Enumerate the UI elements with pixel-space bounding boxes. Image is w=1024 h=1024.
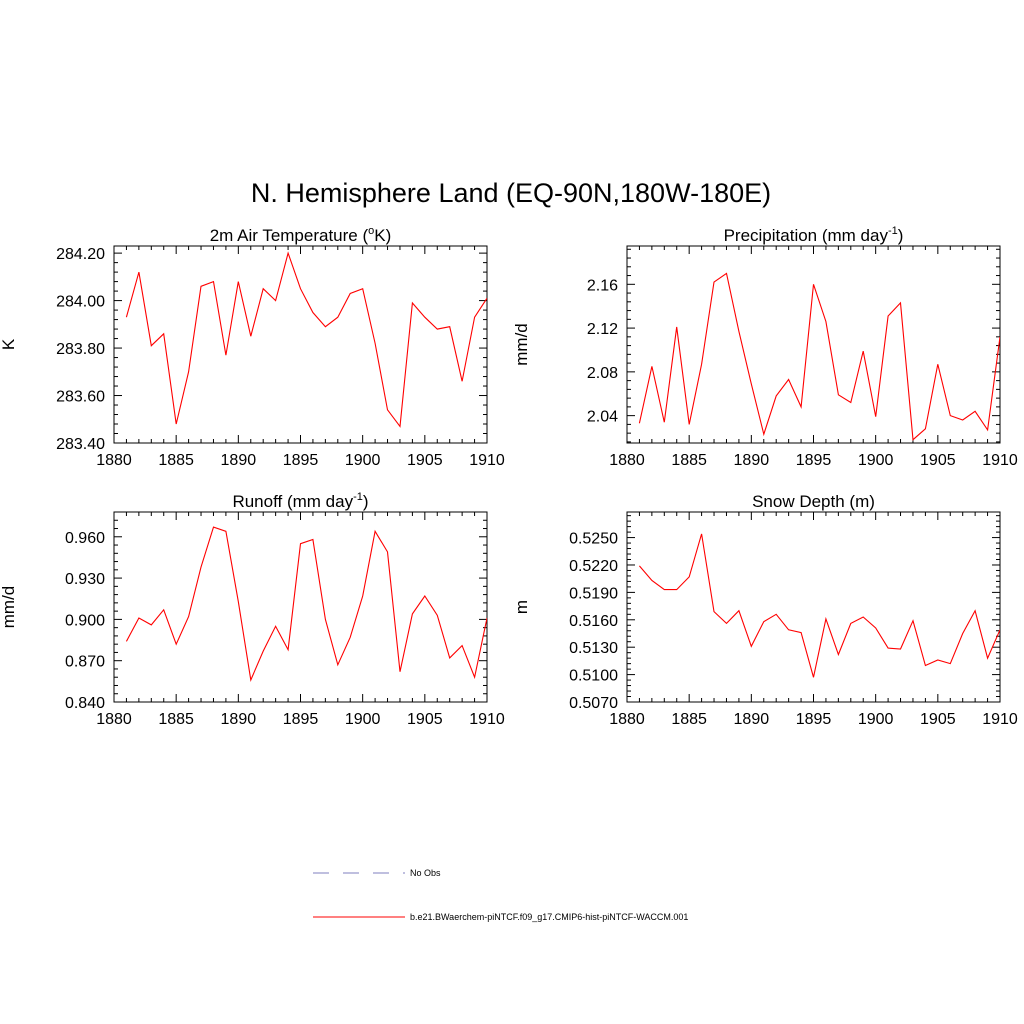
series-line <box>638 272 1000 441</box>
x-tick-label: 1890 <box>734 711 770 728</box>
y-tick-label: 0.5070 <box>569 695 618 712</box>
plot-frame <box>626 511 1001 703</box>
y-tick-label: 0.5190 <box>569 585 618 602</box>
y-tick-label: 0.840 <box>65 695 105 712</box>
y-axis-label: mm/d <box>0 586 18 629</box>
x-tick-label: 1905 <box>920 711 956 728</box>
panels: 2m Air Temperature (oK) K 1880 1885 1890 1895… <box>0 225 1018 728</box>
x-tick-label: 1895 <box>283 452 319 469</box>
y-tick-label: 0.5130 <box>569 640 618 657</box>
x-tick-label: 1885 <box>158 452 194 469</box>
x-tick-label: 1910 <box>469 711 505 728</box>
x-tick-label: 1905 <box>920 452 956 469</box>
x-tick-label: 1900 <box>345 711 381 728</box>
panel-runoff: Runoff (mm day-1) mm/d 1880 1885 1890 1895 190… <box>0 491 505 728</box>
y-tick-label: 0.5160 <box>569 613 618 630</box>
x-tick-label: 1900 <box>345 452 381 469</box>
x-tick-label: 1890 <box>221 711 257 728</box>
y-tick-label: 2.08 <box>587 365 618 382</box>
y-tick-label: 2.04 <box>587 409 618 426</box>
y-tick-label: 2.16 <box>587 277 618 294</box>
panel-temperature: 2m Air Temperature (oK) K 1880 1885 1890 1895… <box>0 225 505 469</box>
x-tick-label: 1910 <box>982 452 1018 469</box>
legend-model-label: b.e21.BWaerchem-piNTCF.f09_g17.CMIP6-his… <box>410 912 688 922</box>
legend: No Obs b.e21.BWaerchem-piNTCF.f09_g17.CM… <box>313 868 688 922</box>
x-tick-label: 1910 <box>469 452 505 469</box>
x-tick-label: 1880 <box>96 711 132 728</box>
x-tick-label: 1890 <box>221 452 257 469</box>
page-title: N. Hemisphere Land (EQ-90N,180W-180E) <box>251 178 771 208</box>
y-tick-label: 0.930 <box>65 571 105 588</box>
x-tick-label: 1880 <box>609 711 645 728</box>
y-tick-label: 0.900 <box>65 612 105 629</box>
x-tick-label: 1905 <box>407 452 443 469</box>
y-tick-label: 2.12 <box>587 321 618 338</box>
x-tick-label: 1885 <box>158 711 194 728</box>
x-tick-label: 1895 <box>283 711 319 728</box>
panel-title: 2m Air Temperature (oK) <box>210 225 392 245</box>
x-tick-label: 1880 <box>609 452 645 469</box>
panel-title: Snow Depth (m) <box>752 492 875 511</box>
y-tick-label: 0.5220 <box>569 558 618 575</box>
y-tick-label: 0.870 <box>65 654 105 671</box>
plot-frame <box>113 511 488 703</box>
series-line <box>125 251 487 428</box>
panel-precipitation: Precipitation (mm day-1) mm/d 1880 1885 1890… <box>512 225 1018 469</box>
y-tick-label: 0.5100 <box>569 668 618 685</box>
y-tick-label: 0.960 <box>65 530 105 547</box>
x-tick-label: 1895 <box>796 711 832 728</box>
y-tick-label: 284.20 <box>56 246 105 263</box>
series-line <box>638 533 1000 678</box>
x-tick-label: 1890 <box>734 452 770 469</box>
x-tick-label: 1880 <box>96 452 132 469</box>
x-tick-label: 1885 <box>671 452 707 469</box>
plot-frame <box>113 245 488 444</box>
y-axis-label: mm/d <box>512 323 531 366</box>
x-tick-label: 1885 <box>671 711 707 728</box>
x-tick-label: 1900 <box>858 711 894 728</box>
y-tick-label: 283.60 <box>56 389 105 406</box>
plot-frame <box>626 245 1001 444</box>
x-tick-label: 1910 <box>982 711 1018 728</box>
y-axis-label: m <box>512 600 531 614</box>
series-line <box>125 526 487 682</box>
y-axis-label: K <box>0 338 18 350</box>
panel-title: Runoff (mm day-1) <box>232 491 368 511</box>
x-tick-label: 1895 <box>796 452 832 469</box>
legend-obs-label: No Obs <box>410 868 441 878</box>
x-tick-label: 1900 <box>858 452 894 469</box>
y-tick-label: 283.40 <box>56 436 105 453</box>
x-tick-label: 1905 <box>407 711 443 728</box>
y-tick-label: 284.00 <box>56 294 105 311</box>
y-tick-label: 0.5250 <box>569 531 618 548</box>
y-tick-label: 283.80 <box>56 341 105 358</box>
panel-title: Precipitation (mm day-1) <box>724 225 904 245</box>
panel-snow-depth: Snow Depth (m) m 1880 1885 1890 1895 1900 1905 1… <box>512 492 1018 728</box>
